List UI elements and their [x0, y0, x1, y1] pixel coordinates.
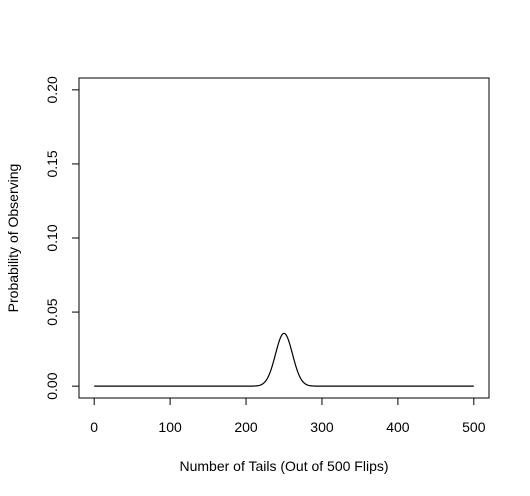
x-tick-label: 500	[462, 419, 486, 435]
y-axis-label: Probability of Observing	[5, 164, 21, 313]
x-tick-label: 100	[158, 419, 182, 435]
x-tick-label: 300	[310, 419, 334, 435]
plot-frame	[79, 78, 489, 398]
y-tick-label: 0.05	[44, 298, 60, 325]
y-tick-label: 0.10	[44, 224, 60, 251]
x-axis-label: Number of Tails (Out of 500 Flips)	[179, 458, 388, 474]
y-tick-label: 0.15	[44, 150, 60, 177]
series-line-binomial	[94, 333, 474, 386]
y-tick-label: 0.20	[44, 76, 60, 103]
x-axis: 0 100 200 300 400 500	[90, 398, 485, 435]
x-tick-label: 200	[234, 419, 258, 435]
x-tick-label: 0	[90, 419, 98, 435]
y-axis: 0.00 0.05 0.10 0.15 0.20	[44, 76, 79, 400]
x-tick-label: 400	[386, 419, 410, 435]
y-tick-label: 0.00	[44, 372, 60, 399]
